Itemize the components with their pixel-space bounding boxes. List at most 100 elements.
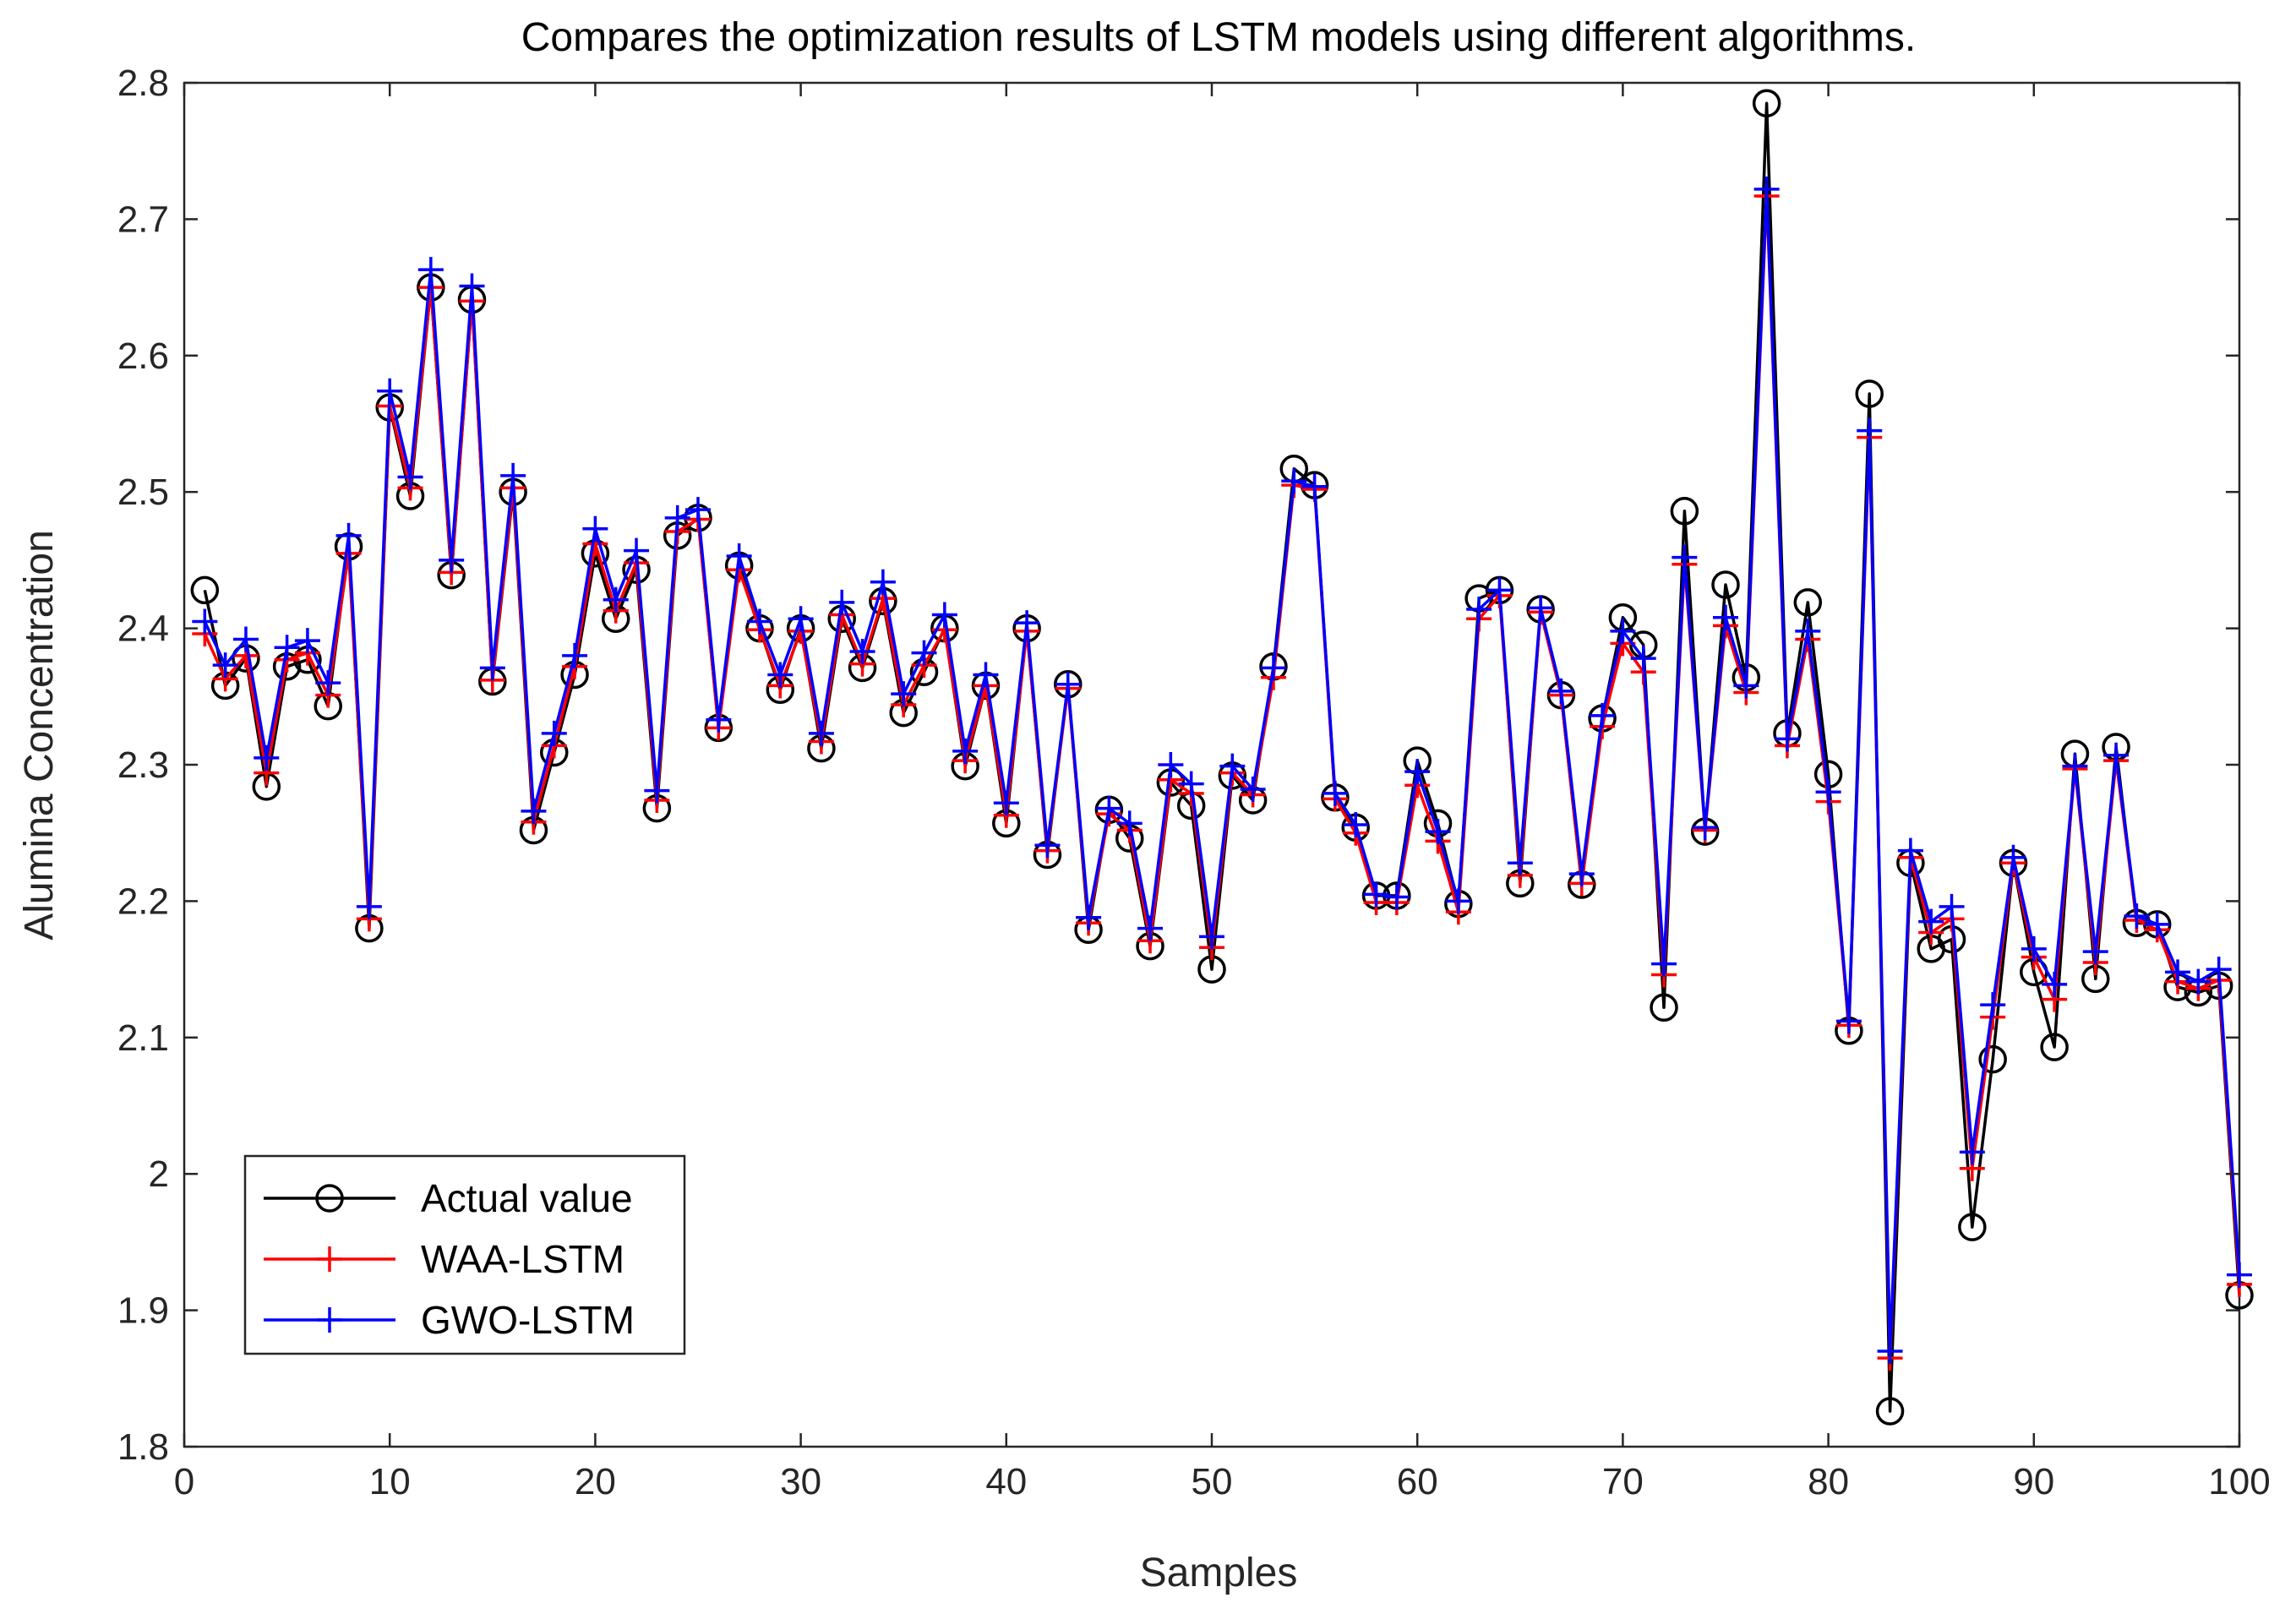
data-point: [2062, 753, 2088, 779]
data-point: [521, 798, 547, 824]
y-axis-title: Alumina Concentration: [17, 530, 62, 941]
data-point: [2165, 959, 2191, 985]
x-tick-label: 90: [2013, 1461, 2054, 1502]
data-point: [870, 569, 896, 595]
data-point: [1711, 570, 1740, 599]
y-tick-label: 2.3: [117, 744, 169, 786]
x-axis-title: Samples: [1140, 1551, 1298, 1595]
legend-label: Actual value: [421, 1176, 633, 1220]
x-tick-label: 50: [1192, 1461, 1233, 1502]
data-point: [1590, 702, 1616, 728]
data-point: [1793, 588, 1823, 617]
data-point: [706, 706, 732, 733]
data-point: [788, 606, 814, 632]
data-point: [746, 608, 772, 635]
data-point: [1383, 884, 1410, 910]
y-tick-label: 2.6: [117, 335, 169, 377]
data-point: [459, 273, 485, 299]
x-tick-label: 40: [985, 1461, 1027, 1502]
y-tick-label: 2.1: [117, 1017, 169, 1059]
data-point: [685, 497, 711, 523]
data-point: [2227, 1262, 2252, 1288]
data-point: [1774, 726, 1800, 752]
y-tick-label: 2: [149, 1153, 169, 1195]
y-tick-label: 2.2: [117, 881, 169, 922]
series-line-gwo-lstm: [203, 188, 2241, 1353]
data-point: [993, 790, 1019, 816]
data-point: [1014, 610, 1040, 636]
data-point: [2144, 911, 2170, 937]
data-point: [1158, 752, 1184, 777]
legend-marker: [317, 1307, 342, 1333]
data-point: [1753, 176, 1780, 202]
data-point: [2021, 935, 2047, 962]
data-point: [335, 522, 362, 548]
data-point: [644, 777, 670, 804]
legend-marker: [317, 1246, 342, 1272]
x-tick-label: 100: [2208, 1461, 2270, 1502]
data-point: [1651, 951, 1677, 977]
legend-marker: [315, 1184, 344, 1213]
data-point: [1260, 655, 1286, 681]
data-point: [254, 744, 280, 771]
data-point: [1199, 924, 1224, 950]
data-point: [1875, 1397, 1905, 1426]
data-point: [1343, 812, 1369, 838]
x-tick-label: 60: [1397, 1461, 1438, 1502]
data-point: [1507, 850, 1533, 876]
data-point: [664, 504, 690, 531]
y-tick-label: 2.8: [117, 63, 169, 104]
series-gwo-lstm: [192, 176, 2252, 1365]
x-tick-label: 80: [1808, 1461, 1849, 1502]
data-point: [1363, 881, 1389, 908]
data-point: [1404, 759, 1431, 785]
data-point: [1528, 595, 1554, 621]
data-point: [377, 378, 403, 404]
data-point: [1815, 779, 1841, 805]
data-point: [891, 681, 917, 707]
data-point: [1096, 795, 1122, 821]
data-point: [397, 464, 423, 490]
data-point: [190, 575, 220, 605]
data-point: [1795, 618, 1821, 644]
data-point: [479, 655, 505, 681]
data-point: [1978, 1044, 2007, 1074]
data-point: [726, 543, 752, 570]
y-tick-label: 2.5: [117, 472, 169, 513]
data-point: [1958, 1213, 1987, 1241]
data-point: [624, 537, 650, 564]
legend-label: WAA-LSTM: [421, 1237, 624, 1281]
x-tick-label: 0: [174, 1461, 194, 1502]
data-point: [1733, 673, 1759, 699]
x-tick-label: 10: [369, 1461, 411, 1502]
data-point: [274, 635, 300, 661]
data-point: [2124, 903, 2150, 930]
data-point: [1939, 893, 1965, 919]
data-point: [952, 738, 979, 764]
data-point: [2185, 968, 2211, 995]
data-point: [1857, 417, 1883, 444]
data-point: [1855, 379, 1884, 408]
data-point: [1692, 815, 1718, 841]
data-point: [1240, 777, 1266, 803]
data-point: [541, 720, 567, 746]
data-point: [1425, 819, 1451, 845]
data-point: [2206, 957, 2232, 983]
data-point: [562, 642, 588, 668]
y-tick-label: 2.7: [117, 199, 169, 240]
data-point: [767, 662, 794, 688]
data-point: [1076, 904, 1102, 930]
data-point: [1055, 671, 1081, 697]
legend-entry-waa-lstm: WAA-LSTM: [264, 1237, 624, 1281]
data-point: [1548, 678, 1574, 704]
x-tick-label: 30: [780, 1461, 821, 1502]
data-point: [973, 662, 999, 688]
data-point: [582, 515, 608, 542]
legend-label: GWO-LSTM: [421, 1298, 635, 1342]
y-tick-label: 1.9: [117, 1290, 169, 1332]
data-point: [232, 626, 259, 652]
x-tick-label: 20: [575, 1461, 616, 1502]
data-point: [2040, 1033, 2069, 1061]
data-point: [1322, 780, 1348, 806]
